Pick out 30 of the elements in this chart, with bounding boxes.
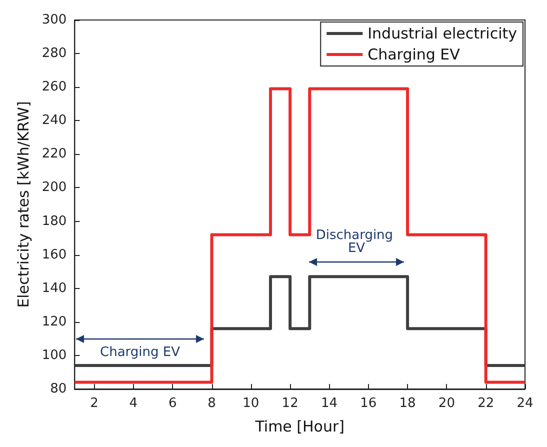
x-tick-label: 10 <box>242 396 260 411</box>
y-tick-label: 200 <box>42 180 67 196</box>
x-axis-title: Time [Hour] <box>254 418 345 436</box>
y-tick-label: 140 <box>42 280 67 296</box>
y-tick-label: 260 <box>42 80 67 95</box>
y-tick-label: 240 <box>42 113 67 128</box>
x-tick-label: 14 <box>320 396 338 411</box>
x-tick-label: 12 <box>282 396 298 411</box>
legend-label: Charging EV <box>368 46 461 64</box>
annotation: Discharging EV <box>316 228 398 256</box>
legend-label: Industrial electricity <box>368 24 518 42</box>
y-tick-label: 100 <box>42 348 67 363</box>
x-tick-label: 24 <box>516 396 534 411</box>
x-tick-label: 4 <box>129 396 138 411</box>
x-tick-label: 16 <box>360 396 377 411</box>
y-tick-label: 280 <box>42 46 67 62</box>
annotation: Charging EV <box>100 345 180 360</box>
x-tick-label: 20 <box>438 396 455 411</box>
x-tick-label: 2 <box>90 396 98 411</box>
y-tick-label: 180 <box>42 214 67 229</box>
y-tick-label: 120 <box>42 314 67 330</box>
x-tick-label: 18 <box>399 396 416 411</box>
y-tick-label: 300 <box>42 12 67 28</box>
x-tick-label: 22 <box>478 396 494 411</box>
y-tick-label: 160 <box>42 247 67 262</box>
x-tick-label: 8 <box>208 396 216 411</box>
y-axis-title: Electricity rates [kWh/KRW] <box>14 101 32 308</box>
y-tick-label: 80 <box>50 382 67 396</box>
x-tick-label: 6 <box>168 396 177 411</box>
y-tick-label: 220 <box>42 146 67 162</box>
